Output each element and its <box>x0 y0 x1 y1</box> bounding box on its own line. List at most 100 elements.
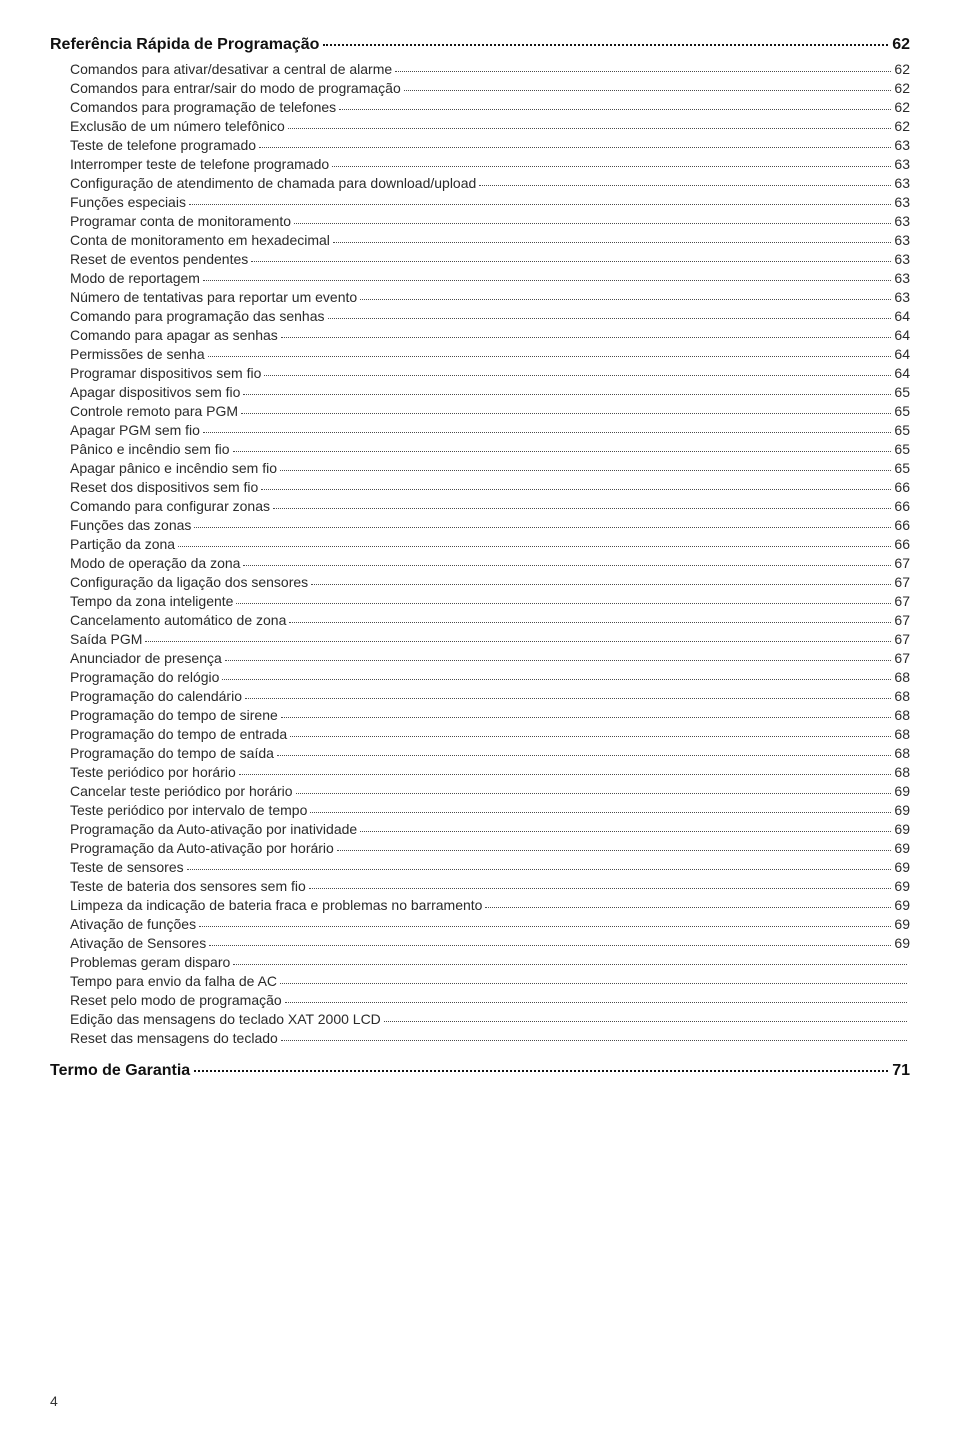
toc-entry[interactable]: Reset de eventos pendentes63 <box>50 250 910 269</box>
toc-entry[interactable]: Programação do tempo de saída68 <box>50 744 910 763</box>
toc-entry-page: 64 <box>894 345 910 364</box>
toc-entry-label: Exclusão de um número telefônico <box>70 117 285 136</box>
toc-entry[interactable]: Permissões de senha64 <box>50 345 910 364</box>
toc-entry[interactable]: Teste periódico por horário 68 <box>50 763 910 782</box>
toc-entry[interactable]: Exclusão de um número telefônico62 <box>50 117 910 136</box>
toc-entry[interactable]: Ativação de Sensores69 <box>50 934 910 953</box>
leader-dots <box>290 736 891 737</box>
toc-entry[interactable]: Configuração da ligação dos sensores67 <box>50 573 910 592</box>
leader-dots <box>233 451 892 452</box>
toc-entry[interactable]: Tempo para envio da falha de AC <box>50 972 910 991</box>
leader-dots <box>261 489 891 490</box>
toc-entry[interactable]: Ativação de funções69 <box>50 915 910 934</box>
toc-entry[interactable]: Interromper teste de telefone programado… <box>50 155 910 174</box>
leader-dots <box>281 717 892 718</box>
toc-entry-page: 67 <box>894 649 910 668</box>
toc-entry-page: 62 <box>894 60 910 79</box>
toc-entry[interactable]: Programação do tempo de sirene68 <box>50 706 910 725</box>
toc-entry-label: Teste de telefone programado <box>70 136 256 155</box>
toc-entry-label: Problemas geram disparo <box>70 953 230 972</box>
toc-heading-quickref[interactable]: Referência Rápida de Programação 62 <box>50 36 910 54</box>
toc-entry[interactable]: Programação do tempo de entrada68 <box>50 725 910 744</box>
toc-entry[interactable]: Cancelar teste periódico por horário69 <box>50 782 910 801</box>
toc-entry-label: Controle remoto para PGM <box>70 402 238 421</box>
toc-entry[interactable]: Programação do relógio68 <box>50 668 910 687</box>
toc-entry-label: Programação da Auto-ativação por horário <box>70 839 334 858</box>
toc-heading-garantia[interactable]: Termo de Garantia 71 <box>50 1062 910 1080</box>
toc-entry[interactable]: Edição das mensagens do teclado XAT 2000… <box>50 1010 910 1029</box>
toc-entry[interactable]: Número de tentativas para reportar um ev… <box>50 288 910 307</box>
toc-entry-label: Apagar PGM sem fio <box>70 421 200 440</box>
toc-entry[interactable]: Apagar PGM sem fio 65 <box>50 421 910 440</box>
toc-entry[interactable]: Funções das zonas66 <box>50 516 910 535</box>
toc-entry[interactable]: Programar conta de monitoramento63 <box>50 212 910 231</box>
toc-entry[interactable]: Programação da Auto-ativação por inativi… <box>50 820 910 839</box>
toc-entry-label: Comando para configurar zonas <box>70 497 270 516</box>
toc-entry-page: 62 <box>894 79 910 98</box>
toc-entry[interactable]: Comandos para programação de telefones62 <box>50 98 910 117</box>
toc-entry-page: 63 <box>894 155 910 174</box>
toc-entry[interactable]: Teste de bateria dos sensores sem fio69 <box>50 877 910 896</box>
leader-dots <box>289 622 891 623</box>
leader-dots <box>296 793 892 794</box>
toc-entry[interactable]: Teste de telefone programado63 <box>50 136 910 155</box>
toc-entry[interactable]: Comando para configurar zonas66 <box>50 497 910 516</box>
toc-entry[interactable]: Apagar pânico e incêndio sem fio65 <box>50 459 910 478</box>
toc-entry-page: 62 <box>894 98 910 117</box>
toc-entry[interactable]: Apagar dispositivos sem fio65 <box>50 383 910 402</box>
toc-entry-page: 65 <box>894 421 910 440</box>
leader-dots <box>360 299 891 300</box>
toc-entry[interactable]: Tempo da zona inteligente67 <box>50 592 910 611</box>
toc-entry-label: Teste periódico por horário <box>70 763 236 782</box>
leader-dots <box>288 128 892 129</box>
toc-entry[interactable]: Comandos para ativar/desativar a central… <box>50 60 910 79</box>
toc-entry[interactable]: Saída PGM67 <box>50 630 910 649</box>
toc-entry[interactable]: Programação da Auto-ativação por horário… <box>50 839 910 858</box>
toc-entry[interactable]: Partição da zona66 <box>50 535 910 554</box>
toc-entry-label: Cancelamento automático de zona <box>70 611 286 630</box>
leader-dots <box>309 888 892 889</box>
toc-entry[interactable]: Modo de operação da zona67 <box>50 554 910 573</box>
toc-entry-page: 67 <box>894 573 910 592</box>
toc-entry[interactable]: Programação do calendário68 <box>50 687 910 706</box>
toc-entry-label: Tempo para envio da falha de AC <box>70 972 277 991</box>
toc-entry-label: Modo de reportagem <box>70 269 200 288</box>
leader-dots <box>339 109 891 110</box>
toc-entry[interactable]: Programar dispositivos sem fio64 <box>50 364 910 383</box>
toc-entry-label: Teste de bateria dos sensores sem fio <box>70 877 306 896</box>
toc-entry-page: 66 <box>894 516 910 535</box>
toc-entry[interactable]: Limpeza da indicação de bateria fraca e … <box>50 896 910 915</box>
toc-entry[interactable]: Configuração de atendimento de chamada p… <box>50 174 910 193</box>
toc-entry[interactable]: Comando para apagar as senhas64 <box>50 326 910 345</box>
leader-dots <box>241 413 891 414</box>
leader-dots <box>225 660 892 661</box>
toc-entry[interactable]: Cancelamento automático de zona 67 <box>50 611 910 630</box>
leader-dots <box>404 90 892 91</box>
leader-dots <box>194 527 891 528</box>
leader-dots <box>222 679 891 680</box>
toc-entry-page: 65 <box>894 402 910 421</box>
toc-entry[interactable]: Teste de sensores69 <box>50 858 910 877</box>
toc-entry-page: 65 <box>894 459 910 478</box>
toc-entry[interactable]: Reset pelo modo de programação <box>50 991 910 1010</box>
toc-entry[interactable]: Pânico e incêndio sem fio65 <box>50 440 910 459</box>
toc-entry-page: 68 <box>894 763 910 782</box>
toc-entry[interactable]: Modo de reportagem63 <box>50 269 910 288</box>
toc-entry-label: Ativação de Sensores <box>70 934 206 953</box>
toc-entry-page: 69 <box>894 858 910 877</box>
toc-entry[interactable]: Anunciador de presença67 <box>50 649 910 668</box>
toc-entry[interactable]: Reset dos dispositivos sem fio66 <box>50 478 910 497</box>
toc-entry[interactable]: Conta de monitoramento em hexadecimal63 <box>50 231 910 250</box>
toc-entry[interactable]: Reset das mensagens do teclado <box>50 1029 910 1048</box>
toc-entry[interactable]: Controle remoto para PGM 65 <box>50 402 910 421</box>
toc-entry-label: Ativação de funções <box>70 915 196 934</box>
toc-entry-page: 65 <box>894 383 910 402</box>
toc-entry[interactable]: Funções especiais63 <box>50 193 910 212</box>
toc-entry-label: Número de tentativas para reportar um ev… <box>70 288 357 307</box>
toc-entry-page: 67 <box>894 611 910 630</box>
toc-entry-page: 65 <box>894 440 910 459</box>
toc-entry[interactable]: Comandos para entrar/sair do modo de pro… <box>50 79 910 98</box>
toc-entry[interactable]: Comando para programação das senhas64 <box>50 307 910 326</box>
toc-entry[interactable]: Problemas geram disparo <box>50 953 910 972</box>
toc-entry[interactable]: Teste periódico por intervalo de tempo69 <box>50 801 910 820</box>
